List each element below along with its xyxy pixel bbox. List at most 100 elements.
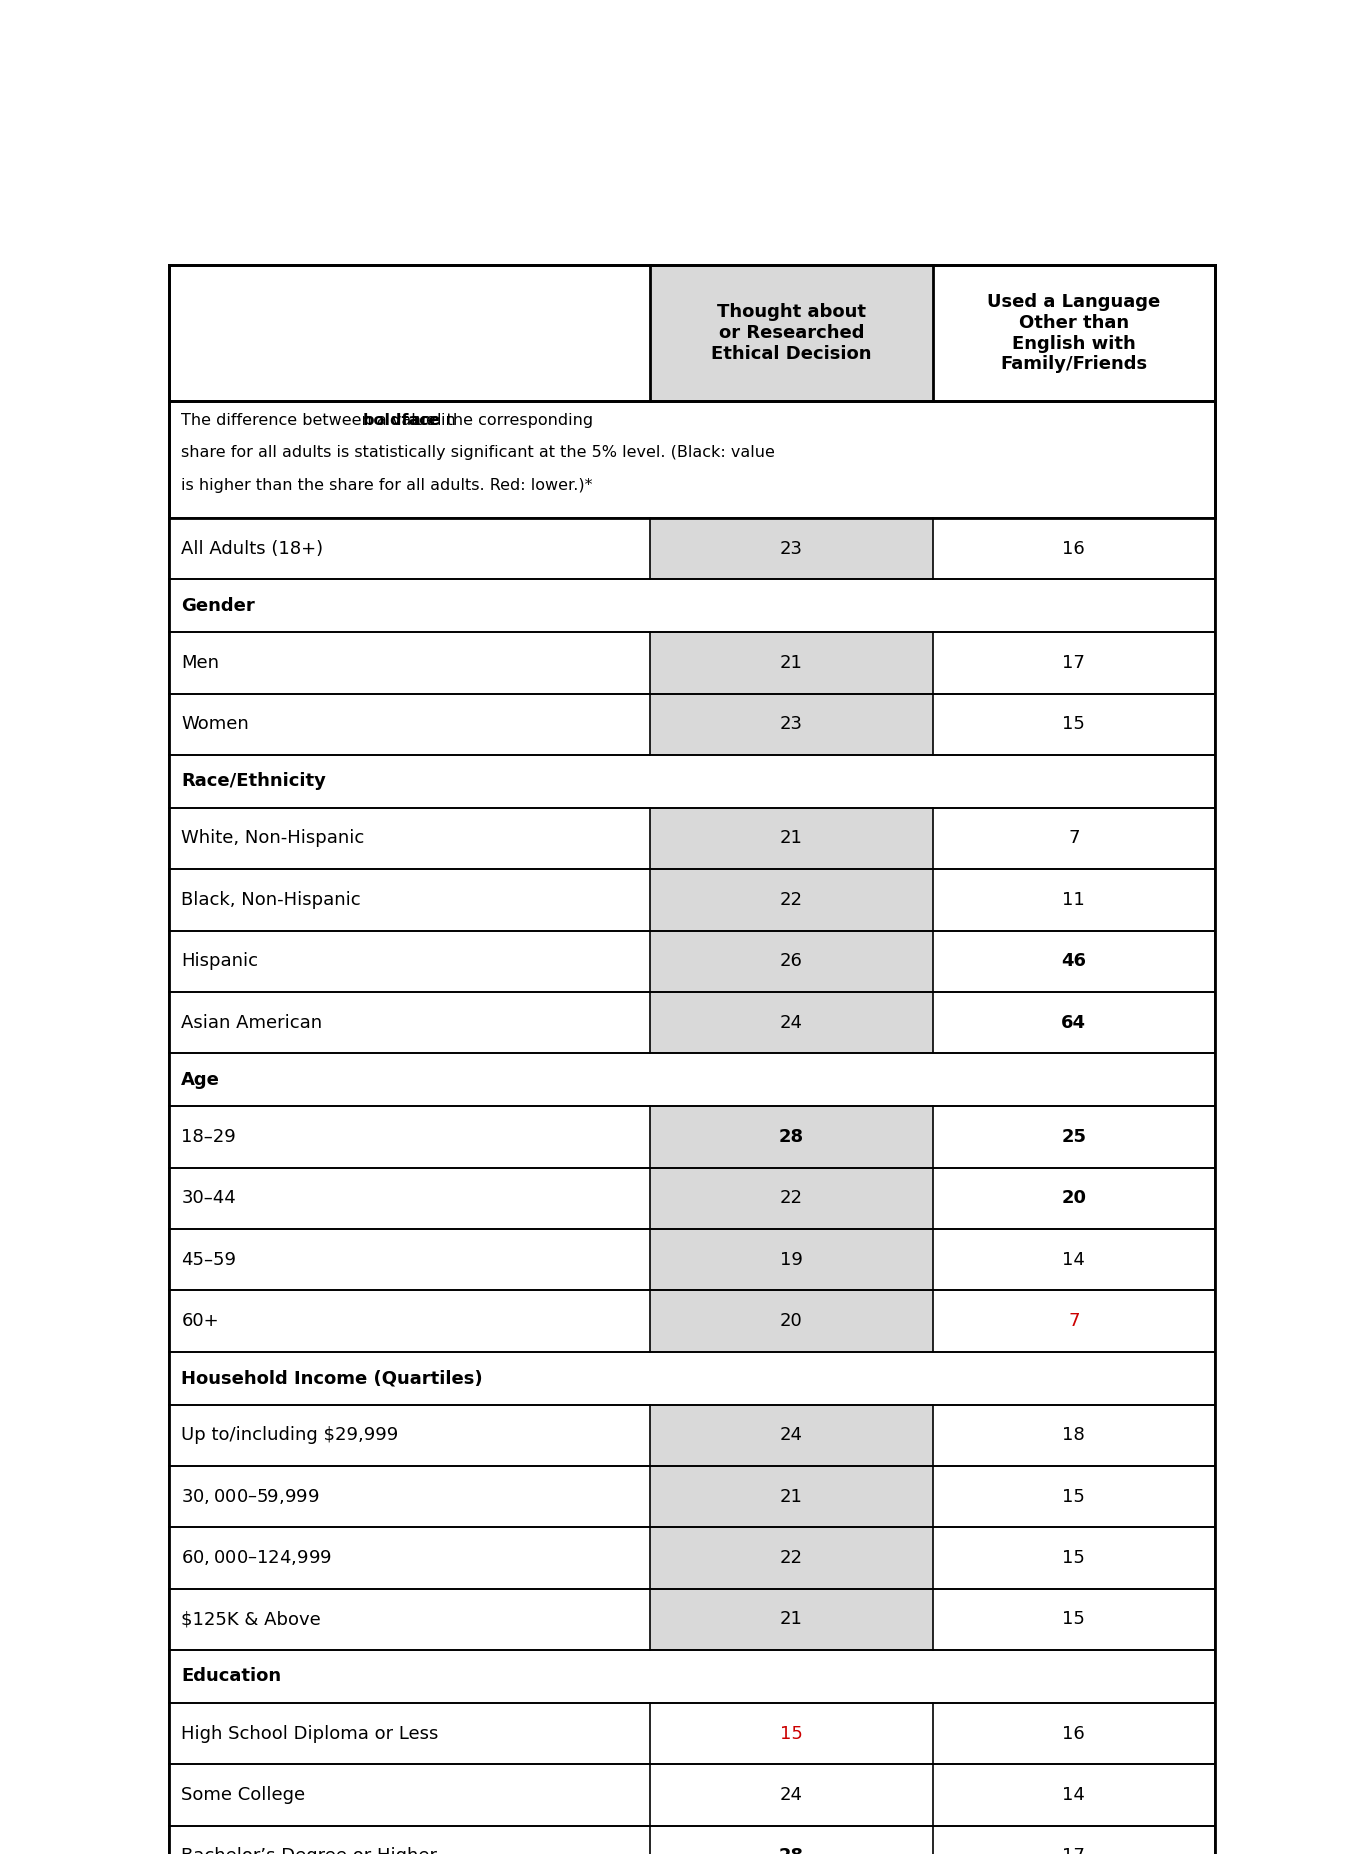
Bar xyxy=(169,1467,651,1528)
Text: Used a Language
Other than
English with
Family/Friends: Used a Language Other than English with … xyxy=(987,293,1161,373)
Text: 20: 20 xyxy=(1061,1188,1087,1207)
Text: Men: Men xyxy=(181,654,219,671)
Bar xyxy=(169,1405,651,1467)
Bar xyxy=(651,1702,933,1765)
Text: 46: 46 xyxy=(1061,953,1087,970)
Bar xyxy=(169,1053,1215,1107)
Bar xyxy=(933,1467,1215,1528)
Text: 23: 23 xyxy=(780,716,803,734)
Bar xyxy=(651,1765,933,1826)
Bar xyxy=(933,1528,1215,1589)
Bar xyxy=(169,693,651,755)
Bar xyxy=(169,1229,651,1290)
Text: Asian American: Asian American xyxy=(181,1014,323,1031)
Text: 30–44: 30–44 xyxy=(181,1188,236,1207)
Text: 17: 17 xyxy=(1062,654,1085,671)
Bar xyxy=(933,1229,1215,1290)
Bar xyxy=(169,517,651,580)
Bar xyxy=(651,870,933,931)
Text: 17: 17 xyxy=(1062,1847,1085,1854)
Bar xyxy=(651,808,933,870)
Bar xyxy=(169,870,651,931)
Bar xyxy=(169,1650,1215,1702)
Text: 16: 16 xyxy=(1062,1724,1085,1743)
Text: 64: 64 xyxy=(1061,1014,1087,1031)
Bar xyxy=(933,931,1215,992)
Text: 18: 18 xyxy=(1062,1426,1085,1444)
Bar xyxy=(933,1589,1215,1650)
Bar xyxy=(651,1826,933,1854)
Bar xyxy=(169,1702,651,1765)
Bar xyxy=(169,1826,651,1854)
Bar xyxy=(169,755,1215,808)
Bar xyxy=(651,632,933,693)
Bar xyxy=(651,1229,933,1290)
Bar xyxy=(651,1290,933,1352)
Bar xyxy=(933,1702,1215,1765)
Bar xyxy=(169,1168,651,1229)
Text: 24: 24 xyxy=(780,1014,803,1031)
Text: 15: 15 xyxy=(1062,1487,1085,1505)
Text: 15: 15 xyxy=(780,1724,803,1743)
Bar xyxy=(933,1168,1215,1229)
Text: Gender: Gender xyxy=(181,597,255,616)
Text: 11: 11 xyxy=(1062,892,1085,908)
Text: Some College: Some College xyxy=(181,1785,305,1804)
Text: High School Diploma or Less: High School Diploma or Less xyxy=(181,1724,439,1743)
Bar xyxy=(169,1107,651,1168)
Text: $125K & Above: $125K & Above xyxy=(181,1611,321,1628)
Text: 7: 7 xyxy=(1068,1313,1080,1329)
Text: 22: 22 xyxy=(780,1188,803,1207)
Text: 22: 22 xyxy=(780,892,803,908)
Text: 16: 16 xyxy=(1062,540,1085,558)
Bar xyxy=(651,265,933,400)
Bar xyxy=(169,1765,651,1826)
Bar xyxy=(651,1168,933,1229)
Bar xyxy=(169,1352,1215,1405)
Bar xyxy=(651,931,933,992)
Bar xyxy=(651,517,933,580)
Bar xyxy=(651,992,933,1053)
Bar xyxy=(169,1290,651,1352)
Text: 18–29: 18–29 xyxy=(181,1127,236,1146)
Text: 28: 28 xyxy=(779,1127,803,1146)
Bar xyxy=(169,580,1215,632)
Text: Bachelor’s Degree or Higher: Bachelor’s Degree or Higher xyxy=(181,1847,437,1854)
Bar xyxy=(651,1107,933,1168)
Bar xyxy=(933,632,1215,693)
Text: and the corresponding: and the corresponding xyxy=(406,413,593,428)
Text: share for all adults is statistically significant at the 5% level. (Black: value: share for all adults is statistically si… xyxy=(181,445,775,460)
Text: All Adults (18+): All Adults (18+) xyxy=(181,540,324,558)
Text: 21: 21 xyxy=(780,829,803,847)
Text: $30,000–$59,999: $30,000–$59,999 xyxy=(181,1487,320,1505)
Text: 15: 15 xyxy=(1062,1611,1085,1628)
Text: 22: 22 xyxy=(780,1548,803,1567)
Bar xyxy=(933,1826,1215,1854)
Bar xyxy=(169,808,651,870)
Bar xyxy=(933,1107,1215,1168)
Text: 21: 21 xyxy=(780,1487,803,1505)
Text: 15: 15 xyxy=(1062,1548,1085,1567)
Bar xyxy=(933,1290,1215,1352)
Text: Hispanic: Hispanic xyxy=(181,953,258,970)
Text: Race/Ethnicity: Race/Ethnicity xyxy=(181,773,327,790)
Text: 24: 24 xyxy=(780,1426,803,1444)
Bar xyxy=(169,400,1215,517)
Text: 60+: 60+ xyxy=(181,1313,219,1329)
Text: Women: Women xyxy=(181,716,248,734)
Bar xyxy=(651,693,933,755)
Text: 21: 21 xyxy=(780,1611,803,1628)
Text: 19: 19 xyxy=(780,1251,803,1268)
Bar xyxy=(933,1405,1215,1467)
Text: is higher than the share for all adults. Red: lower.)*: is higher than the share for all adults.… xyxy=(181,478,593,493)
Text: $60,000–$124,999: $60,000–$124,999 xyxy=(181,1548,332,1567)
Text: 14: 14 xyxy=(1062,1785,1085,1804)
Bar xyxy=(169,931,651,992)
Text: 21: 21 xyxy=(780,654,803,671)
Bar xyxy=(933,1765,1215,1826)
Text: 20: 20 xyxy=(780,1313,803,1329)
Text: 14: 14 xyxy=(1062,1251,1085,1268)
Bar xyxy=(933,693,1215,755)
Bar xyxy=(169,632,651,693)
Text: 24: 24 xyxy=(780,1785,803,1804)
